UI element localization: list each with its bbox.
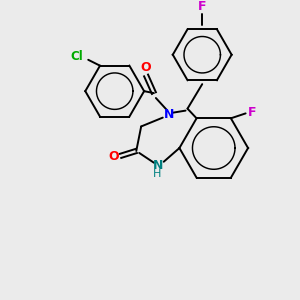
Text: N: N — [153, 159, 163, 172]
Text: O: O — [108, 150, 119, 163]
Text: O: O — [141, 61, 152, 74]
Text: N: N — [164, 108, 174, 121]
Text: H: H — [153, 169, 161, 179]
Text: F: F — [248, 106, 257, 119]
Text: F: F — [198, 0, 206, 13]
Text: Cl: Cl — [70, 50, 83, 63]
